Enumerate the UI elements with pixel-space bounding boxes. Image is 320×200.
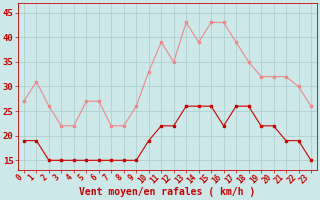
X-axis label: Vent moyen/en rafales ( km/h ): Vent moyen/en rafales ( km/h ): [79, 187, 256, 197]
